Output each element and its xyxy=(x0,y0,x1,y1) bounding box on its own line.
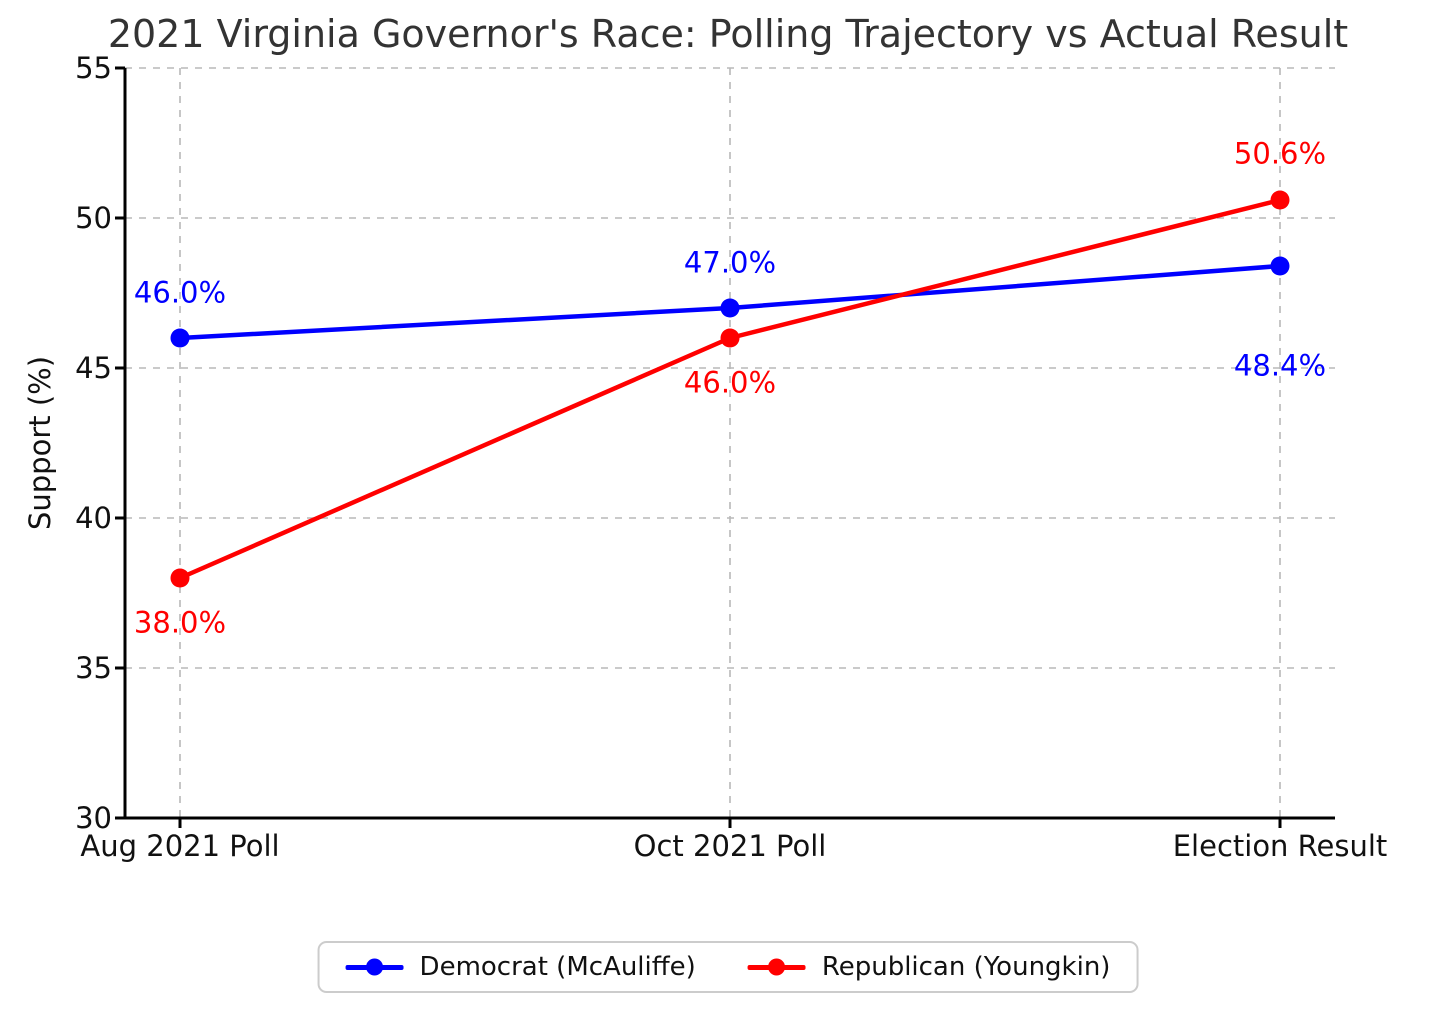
legend-item-democrat: Democrat (McAuliffe) xyxy=(345,952,696,982)
legend-item-republican: Republican (Youngkin) xyxy=(747,952,1111,982)
y-tick-label: 45 xyxy=(75,351,112,385)
chart-title: 2021 Virginia Governor's Race: Polling T… xyxy=(107,12,1349,56)
x-tick-label: Oct 2021 Poll xyxy=(633,829,827,863)
data-point-marker-republican-youngkin xyxy=(170,568,190,588)
y-tick-label: 55 xyxy=(75,51,112,85)
legend-label-republican: Republican (Youngkin) xyxy=(821,952,1111,982)
legend-line-democrat-icon xyxy=(345,958,404,976)
data-point-marker-republican-youngkin xyxy=(720,328,740,348)
point-label: 38.0% xyxy=(133,605,227,640)
data-point-marker-democrat-mcauliffe xyxy=(1270,256,1290,276)
x-tick-label: Aug 2021 Poll xyxy=(80,829,280,863)
point-label: 47.0% xyxy=(683,245,777,280)
legend-marker-republican-icon xyxy=(768,958,786,976)
legend-label-democrat: Democrat (McAuliffe) xyxy=(419,952,696,982)
data-point-marker-republican-youngkin xyxy=(1270,190,1290,210)
legend: Democrat (McAuliffe) Republican (Youngki… xyxy=(317,941,1139,993)
y-tick-label: 30 xyxy=(75,801,112,835)
point-label: 46.0% xyxy=(683,365,777,400)
point-label: 48.4% xyxy=(1233,348,1327,383)
data-point-marker-democrat-mcauliffe xyxy=(170,328,190,348)
legend-line-republican-icon xyxy=(747,958,806,976)
point-label: 46.0% xyxy=(133,275,227,310)
y-tick-label: 40 xyxy=(75,501,112,535)
y-tick-label: 35 xyxy=(75,651,112,685)
x-tick-label: Election Result xyxy=(1172,829,1388,863)
legend-marker-democrat-icon xyxy=(366,958,384,976)
y-tick-label: 50 xyxy=(75,201,112,235)
point-label: 50.6% xyxy=(1233,136,1327,171)
data-point-marker-democrat-mcauliffe xyxy=(720,298,740,318)
